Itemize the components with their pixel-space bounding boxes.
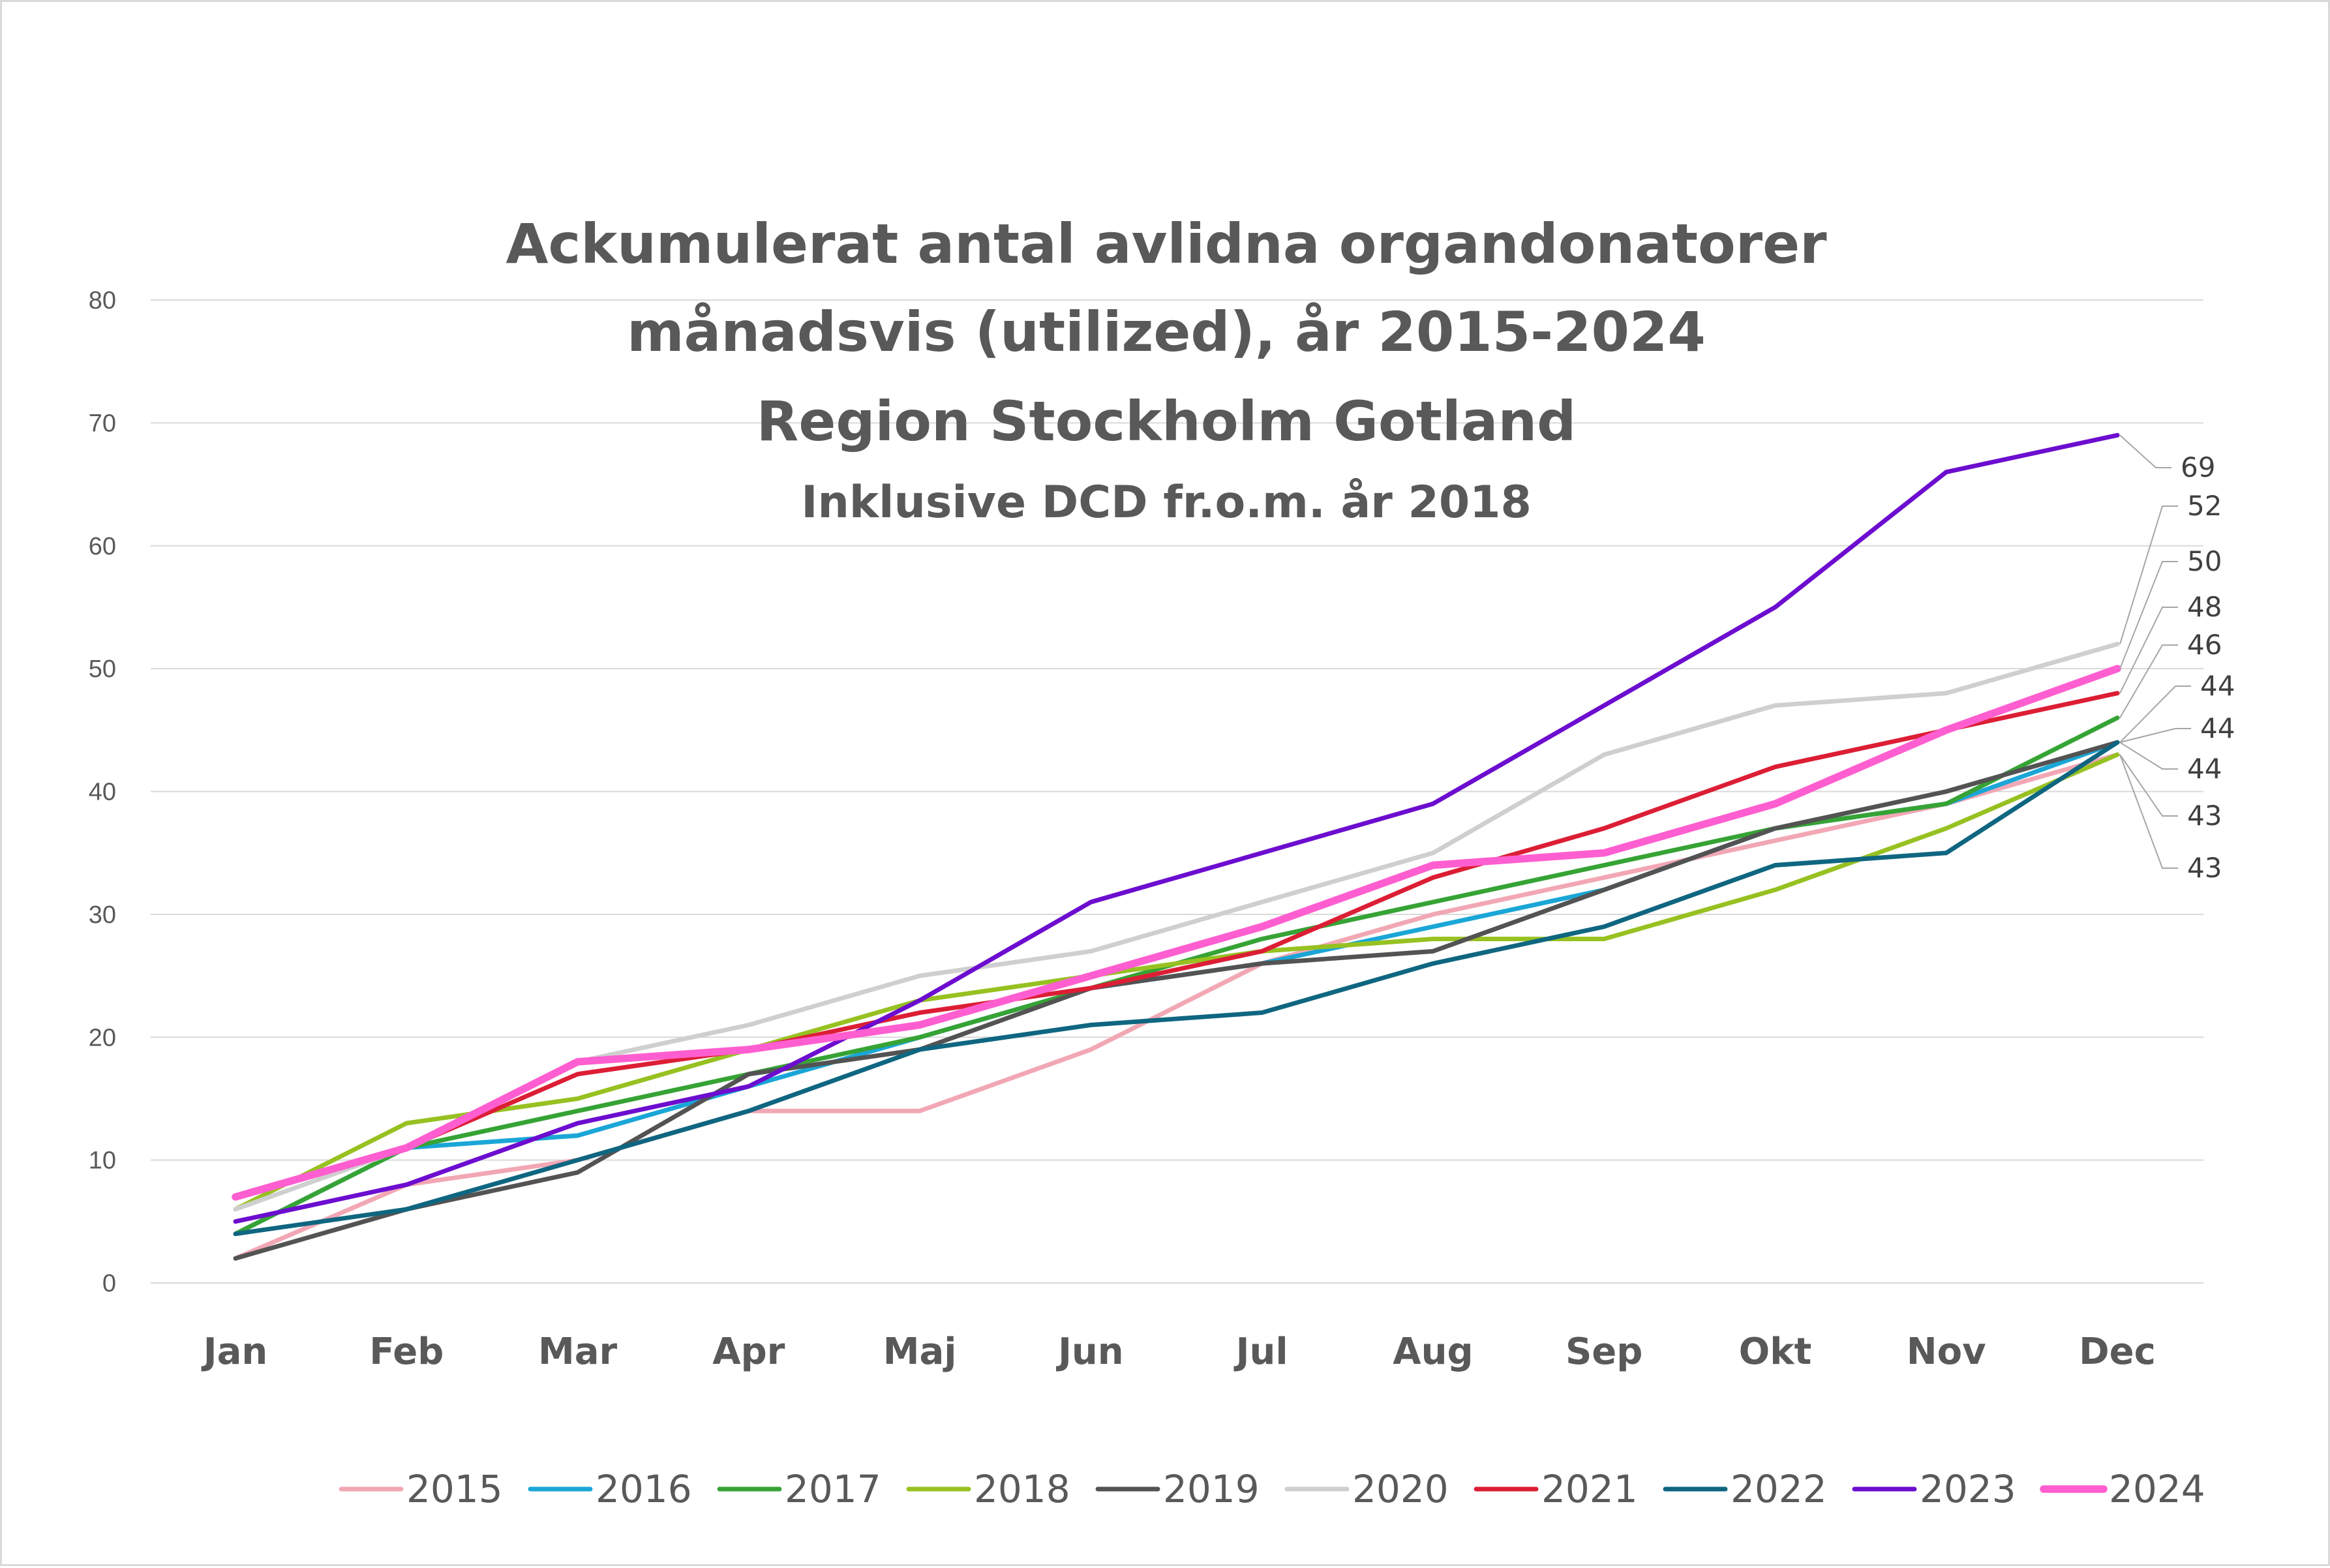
series-line-2015 [233,752,2120,1261]
legend-label-2021: 2021 [1541,1467,1638,1511]
end-label: 69 [2181,451,2215,483]
end-label-leader [2119,505,2178,644]
x-tick-label: Nov [1907,1331,1986,1373]
legend-label-2022: 2022 [1731,1467,1827,1511]
end-label-leader [2119,607,2178,694]
y-tick-label: 60 [89,533,116,560]
y-tick-label: 80 [89,287,116,314]
end-label-leader [2119,644,2178,718]
y-tick-label: 10 [89,1147,116,1175]
end-label-leader [2119,754,2178,817]
end-label: 44 [2200,712,2235,744]
series-line-2022 [233,740,2120,1237]
y-axis-ticks: 0 10 20 30 40 50 60 70 80 [89,287,116,1297]
end-label: 46 [2187,629,2222,661]
end-label: 44 [2200,670,2235,702]
y-tick-label: 0 [102,1270,116,1297]
x-tick-label: Okt [1739,1331,1812,1373]
y-tick-label: 30 [89,901,116,929]
y-tick-label: 50 [89,656,116,683]
series-line-2021 [233,691,2120,1199]
x-tick-label: Aug [1393,1331,1473,1373]
legend-label-2024: 2024 [2109,1467,2205,1511]
x-tick-label: Jun [1055,1331,1124,1373]
legend-label-2018: 2018 [974,1467,1070,1511]
chart-title-line-2: månadsvis (utilized), år 2015-2024 [627,300,1706,364]
end-label: 43 [2187,852,2222,884]
gridlines [151,299,2203,1284]
legend-label-2015: 2015 [406,1467,503,1511]
end-label-leader [2119,728,2191,744]
end-label: 50 [2187,545,2222,577]
end-label-leader [2119,754,2178,869]
end-label-leader [2119,434,2171,468]
legend-label-2023: 2023 [1920,1467,2016,1511]
y-tick-label: 20 [89,1024,116,1051]
end-label-leaders [2119,434,2191,869]
end-labels: 69 52 50 48 46 44 44 44 43 43 [2181,451,2235,884]
y-tick-label: 70 [89,410,116,437]
x-tick-label: Apr [712,1331,785,1373]
series-lines [232,432,2121,1261]
legend: 2015 2016 2017 2018 2019 2020 2021 2022 2023 2024 [339,1467,2205,1511]
legend-label-2020: 2020 [1352,1467,1449,1511]
chart-title-line-3: Region Stockholm Gotland [757,389,1577,453]
legend-label-2016: 2016 [596,1467,692,1511]
series-line-2019 [233,740,2120,1261]
end-label-leader [2119,561,2178,669]
series-line-2023 [233,432,2120,1224]
x-tick-label: Dec [2079,1331,2156,1373]
end-label: 52 [2187,490,2222,522]
chart-title: Ackumulerat antal avlidna organdonatorer… [506,212,1827,528]
end-label-leader [2119,686,2191,743]
end-label: 48 [2187,591,2222,623]
chart-subtitle: Inklusive DCD fr.o.m. år 2018 [801,477,1532,528]
legend-label-2019: 2019 [1163,1467,1260,1511]
x-tick-label: Jan [201,1331,268,1373]
legend-label-2017: 2017 [785,1467,881,1511]
series-line-2018 [233,752,2120,1212]
series-line-2024 [232,665,2121,1201]
x-tick-label: Sep [1566,1331,1642,1373]
y-tick-label: 40 [89,779,116,806]
end-label: 43 [2187,800,2222,832]
x-axis-ticks: Jan Feb Mar Apr Maj Jun Jul Aug Sep Okt Nov Dec [201,1331,2156,1373]
x-tick-label: Jul [1233,1331,1288,1373]
x-tick-label: Maj [883,1331,957,1373]
end-label: 44 [2187,753,2222,785]
chart-title-line-1: Ackumulerat antal avlidna organdonatorer [506,212,1827,276]
end-label-leader [2119,742,2178,770]
x-tick-label: Mar [538,1331,618,1373]
x-tick-label: Feb [369,1331,444,1373]
